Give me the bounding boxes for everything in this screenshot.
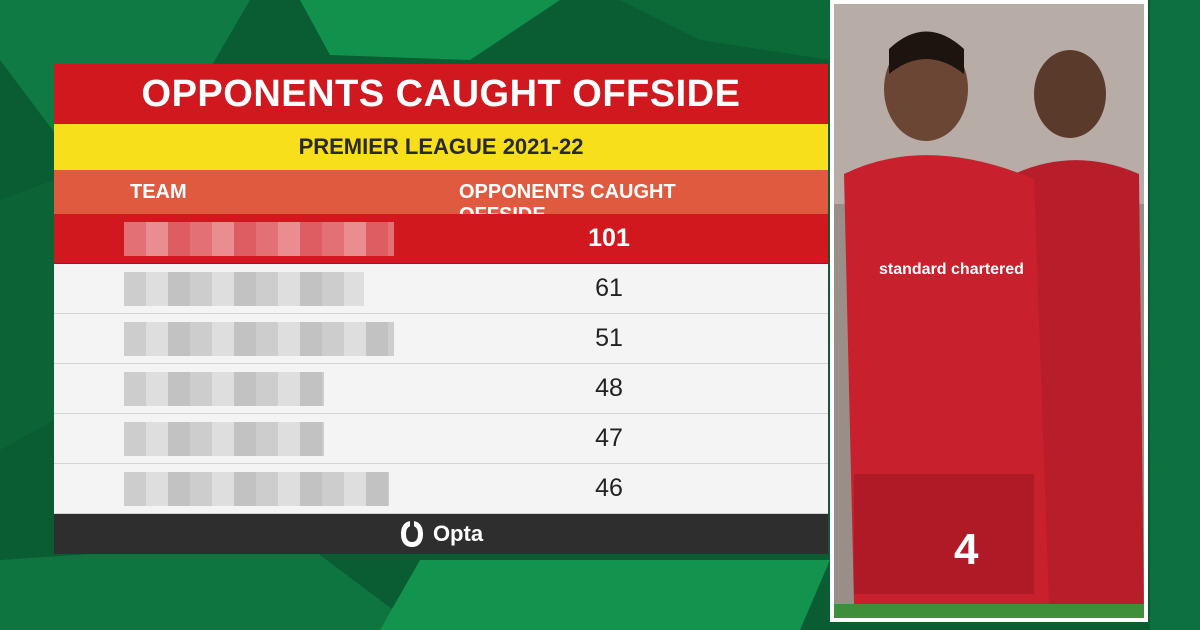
opta-logo-icon — [400, 519, 423, 547]
source-footer: Opta — [54, 514, 828, 554]
chart-title: OPPONENTS CAUGHT OFFSIDE — [54, 64, 828, 124]
chart-subtitle: PREMIER LEAGUE 2021-22 — [54, 124, 828, 170]
table-row: 51 — [54, 314, 828, 364]
team-name-redacted — [124, 472, 389, 506]
table-row: 46 — [54, 464, 828, 514]
offside-count: 61 — [595, 274, 623, 302]
team-name-redacted — [124, 422, 324, 456]
table-row: 101 — [54, 214, 828, 263]
offside-count: 48 — [595, 374, 623, 402]
source-label: Opta — [432, 521, 484, 546]
table-row: 48 — [54, 364, 828, 414]
offside-count: 47 — [595, 424, 623, 452]
shirt-number: 4 — [954, 525, 979, 574]
offside-count: 46 — [595, 474, 623, 502]
column-header-team: TEAM — [130, 181, 187, 203]
players-illustration: standard chartered 4 — [834, 4, 1144, 618]
team-name-redacted — [124, 372, 324, 406]
player-photo: standard chartered 4 — [830, 0, 1148, 622]
sponsor-text: standard chartered — [879, 261, 1024, 278]
table-header: TEAM OPPONENTS CAUGHT OFFSIDE — [54, 170, 828, 226]
offside-count: 51 — [595, 324, 623, 352]
table-row: 47 — [54, 414, 828, 464]
team-name-redacted — [124, 272, 364, 306]
offside-count: 101 — [588, 224, 630, 252]
table-row: 61 — [54, 264, 828, 314]
offside-table: OPPONENTS CAUGHT OFFSIDE PREMIER LEAGUE … — [54, 64, 828, 554]
team-name-redacted — [124, 222, 394, 256]
team-name-redacted — [124, 322, 394, 356]
